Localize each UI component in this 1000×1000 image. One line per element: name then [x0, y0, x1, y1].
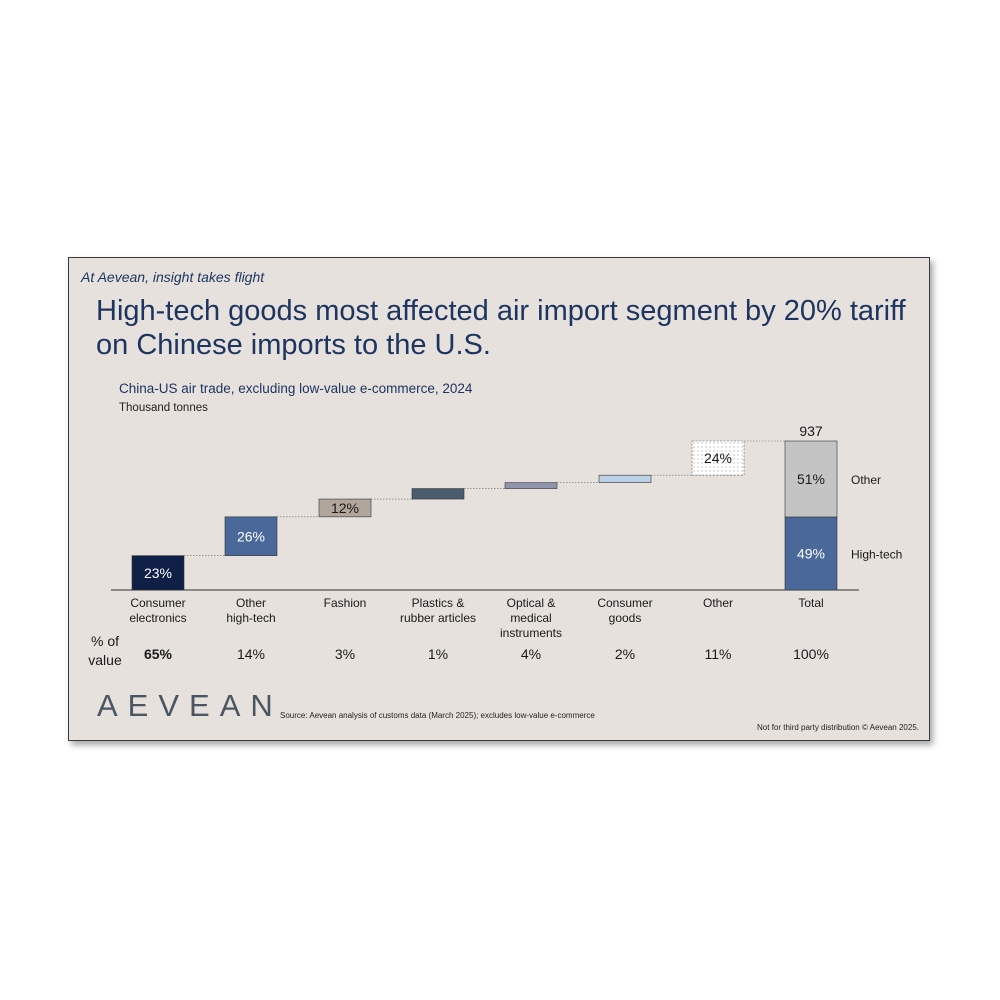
category-label: Fashion — [324, 596, 367, 610]
bar-value-label: 12% — [331, 500, 359, 516]
bar-value-label: 26% — [237, 528, 265, 544]
waterfall-bar — [691, 440, 745, 476]
category-label: Optical & medical instruments — [500, 596, 562, 640]
disclaimer: Not for third party distribution © Aevea… — [757, 723, 919, 732]
category-label: Plastics & rubber articles — [400, 596, 476, 625]
category-label: Consumer electronics — [129, 596, 186, 625]
bar-value-label: 24% — [704, 450, 732, 466]
chart-title: China-US air trade, excluding low-value … — [119, 381, 473, 396]
value-share-label: 100% — [793, 646, 829, 662]
headline: High-tech goods most affected air import… — [96, 295, 906, 361]
waterfall-bar — [598, 474, 652, 483]
bar-value-label: 23% — [144, 565, 172, 581]
value-share-label: 2% — [615, 646, 635, 662]
waterfall-bar — [131, 555, 185, 591]
waterfall-bar — [411, 488, 465, 500]
value-share-label: 4% — [521, 646, 541, 662]
total-segment-label: 49% — [797, 545, 825, 561]
waterfall-bar — [224, 516, 278, 556]
slide: At Aevean, insight takes flight High-tec… — [68, 257, 930, 741]
source-note: Source: Aevean analysis of customs data … — [280, 711, 595, 720]
value-share-label: 65% — [144, 646, 173, 662]
value-share-label: 11% — [705, 646, 732, 662]
total-segment-name: High-tech — [851, 547, 902, 561]
waterfall-chart: 23% 26% 12% 24% 49% High-tech 51% Other 937 Consu… — [88, 423, 902, 668]
category-label: Other high-tech — [226, 596, 275, 625]
total-segment-label: 51% — [797, 471, 825, 487]
total-bar-segment — [784, 440, 838, 518]
value-share-row-label: % of value — [88, 633, 122, 668]
total-bar-segment — [784, 516, 838, 591]
category-label: Consumer goods — [597, 596, 652, 625]
tagline: At Aevean, insight takes flight — [81, 269, 265, 285]
category-label: Total — [798, 596, 823, 610]
value-share-label: 1% — [428, 646, 448, 662]
total-segment-name: Other — [851, 473, 881, 487]
value-share-label: 3% — [335, 646, 355, 662]
total-value-label: 937 — [799, 423, 823, 439]
waterfall-bar — [504, 482, 558, 489]
category-label: Other — [703, 596, 733, 610]
value-share-label: 14% — [237, 646, 265, 662]
chart-unit: Thousand tonnes — [119, 402, 208, 414]
waterfall-bar — [318, 498, 372, 518]
aevean-logo: AEVEAN — [97, 688, 283, 723]
